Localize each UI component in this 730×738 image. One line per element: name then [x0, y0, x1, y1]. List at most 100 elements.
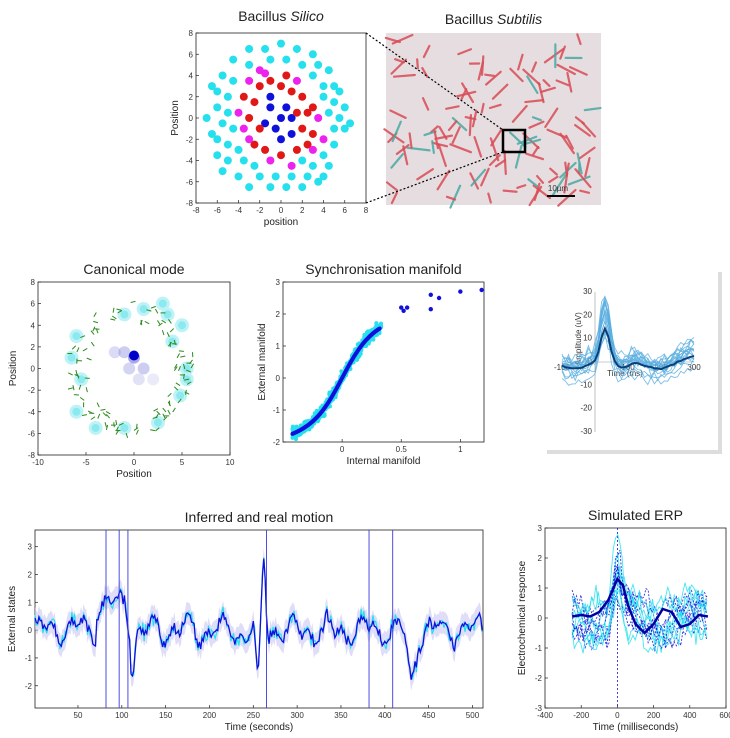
cyan-point — [271, 172, 280, 181]
x-tick-label: 6 — [343, 206, 348, 215]
x-tick-label: 200 — [203, 711, 217, 720]
x-tick-label: 0 — [615, 711, 620, 720]
x-tick-label: 0 — [340, 445, 345, 454]
velocity-arrow — [152, 416, 158, 419]
velocity-arrow — [154, 308, 159, 314]
cell-point — [120, 423, 129, 432]
blue-point — [129, 350, 139, 361]
cyan-point — [340, 103, 349, 112]
cyan-point — [234, 172, 243, 181]
velocity-arrow — [117, 310, 123, 314]
x-tick-label: -6 — [214, 206, 222, 215]
bacterium-mark — [556, 63, 576, 76]
cell-point — [163, 310, 172, 319]
magenta-point — [308, 145, 317, 154]
bacterium-mark — [563, 171, 569, 194]
cell-point — [178, 321, 186, 330]
title-italic: Subtilis — [497, 11, 542, 27]
bacterium-mark — [565, 134, 574, 150]
bacterium-mark — [421, 97, 430, 111]
velocity-arrow — [168, 319, 172, 324]
blue-point — [147, 373, 160, 386]
cyan-point — [319, 92, 328, 101]
zoom-connector — [365, 151, 504, 204]
cell-point — [72, 332, 81, 341]
y-tick-label: -1 — [273, 406, 281, 415]
bacterium-mark — [431, 141, 449, 148]
bacterium-mark — [385, 181, 399, 192]
cyan-point — [266, 55, 275, 64]
bacterium-mark — [451, 126, 461, 144]
velocity-arrow — [135, 429, 139, 435]
bacterium-mark — [539, 86, 556, 94]
cyan-point — [330, 98, 339, 107]
bacterium-mark — [511, 104, 528, 123]
bacterium-mark — [574, 124, 591, 137]
x-tick-label: -2 — [256, 206, 264, 215]
velocity-arrow — [85, 387, 88, 393]
cyan-point — [339, 369, 344, 374]
cyan-point — [213, 87, 222, 96]
magenta-point — [239, 124, 248, 133]
bacterium-mark — [559, 45, 566, 60]
red-point — [308, 129, 317, 138]
bacterium-mark — [436, 169, 451, 191]
red-point — [282, 71, 291, 80]
magenta-point — [261, 69, 270, 78]
inferred-motion-trace — [34, 558, 483, 680]
bacterium-mark — [434, 134, 454, 140]
erp-trace — [561, 295, 695, 372]
bacterium-mark — [491, 83, 509, 100]
red-point — [287, 87, 296, 96]
blue-point — [266, 92, 275, 101]
cyan-point — [330, 124, 339, 133]
bacterium-mark — [457, 48, 473, 56]
bacterium-mark — [503, 149, 507, 176]
y-tick-label: -2 — [535, 674, 543, 683]
y-tick-label: -2 — [273, 438, 281, 447]
cyan-point — [308, 161, 317, 170]
y-tick-label: -8 — [28, 451, 36, 460]
bacterium-mark — [549, 167, 558, 176]
bacterium-mark — [583, 106, 602, 112]
velocity-arrow — [168, 341, 173, 347]
bacterium-mark — [402, 145, 409, 166]
bacterium-mark — [531, 61, 538, 73]
red-point — [277, 151, 285, 160]
blue-point — [377, 326, 382, 331]
bacterium-mark — [525, 152, 545, 161]
micrograph-title: Bacillus Subtilis — [445, 11, 542, 27]
bacterium-mark — [487, 192, 492, 204]
cyan-point — [218, 167, 227, 176]
bacterium-mark — [447, 120, 458, 132]
cyan-point — [319, 172, 328, 181]
synchronisation-manifold-panel: 0 0.5 1 -2 -1 0 1 2 3 Synchronisation manifold Int… — [257, 261, 485, 467]
cyan-point — [207, 129, 216, 138]
y-tick-label: 0 — [538, 614, 543, 623]
velocity-arrow — [97, 413, 101, 419]
blue-point — [277, 135, 285, 144]
bacterium-mark — [470, 168, 487, 187]
cell-point — [176, 391, 185, 400]
red-point — [250, 140, 259, 149]
blue-point — [399, 305, 404, 310]
bacterium-mark — [433, 130, 440, 150]
erp-mean-trace — [561, 325, 695, 371]
cyan-point — [298, 60, 307, 69]
velocity-arrow — [72, 385, 75, 391]
cyan-point — [282, 55, 291, 64]
velocity-arrow — [111, 315, 117, 320]
velocity-arrow — [146, 309, 152, 312]
bacterium-mark — [456, 90, 477, 98]
red-point — [239, 92, 248, 101]
velocity-arrow — [158, 322, 163, 327]
velocity-arrow — [136, 423, 138, 429]
y-tick-label: -8 — [186, 199, 194, 208]
y-tick-label: 6 — [189, 50, 194, 59]
x-tick-label: 350 — [334, 711, 348, 720]
simulated-trace — [571, 590, 708, 646]
x-tick-label: 200 — [647, 711, 661, 720]
y-tick-label: -2 — [186, 135, 194, 144]
y-tick-label: 2 — [538, 554, 543, 563]
red-point — [245, 114, 254, 122]
